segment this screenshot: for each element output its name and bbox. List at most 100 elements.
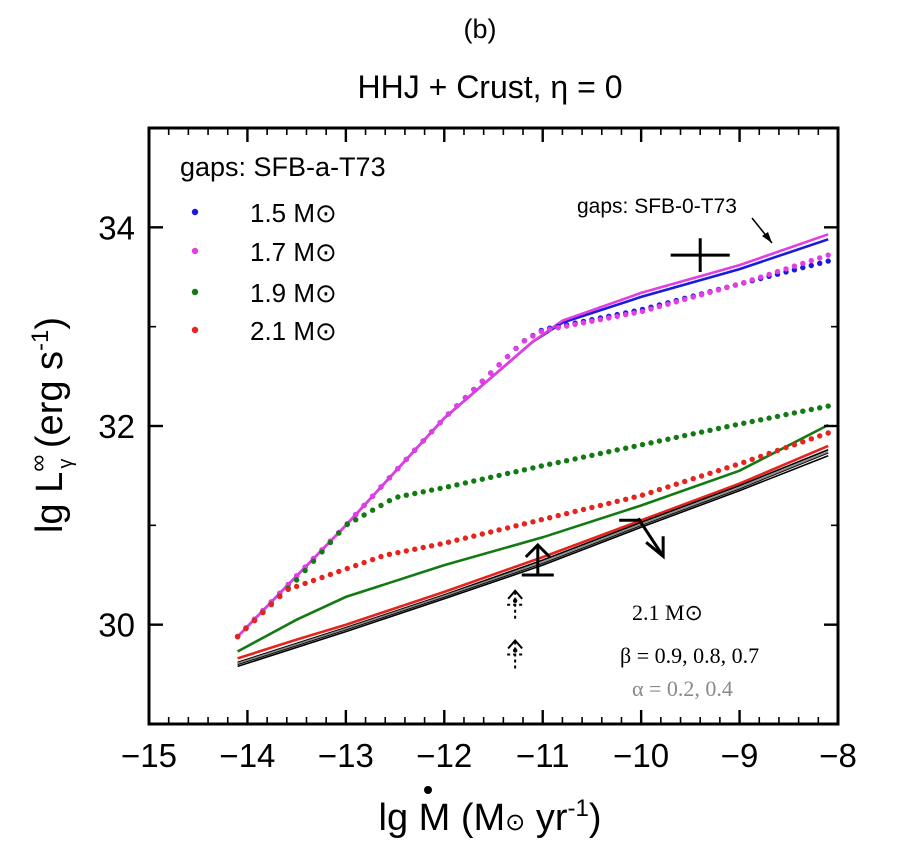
dotted-point	[749, 418, 755, 425]
dotted-point	[639, 441, 646, 448]
dotted-point	[302, 580, 308, 587]
dotted-point	[682, 296, 688, 303]
dotted-point	[479, 531, 485, 537]
annotation-arrow	[751, 217, 773, 244]
dotted-point	[395, 494, 401, 500]
dotted-point	[293, 583, 300, 590]
dotted-point	[555, 459, 561, 466]
x-axis-label: lg M (M⊙ yr-1)	[379, 786, 602, 839]
dotted-point	[783, 266, 789, 272]
dotted-point	[639, 492, 646, 498]
dotted-point	[504, 525, 511, 531]
dotted-point	[353, 511, 359, 518]
dotted-series-2	[234, 252, 831, 640]
dotted-point	[766, 450, 772, 457]
dotted-point	[412, 447, 418, 453]
dotted-point	[791, 410, 798, 416]
legend-label-4: 2.1 M⊙	[250, 316, 337, 346]
observation-layer	[507, 238, 730, 669]
dotted-point	[378, 484, 384, 490]
dotted-point	[234, 633, 241, 640]
dotted-point	[825, 403, 831, 409]
dotted-point	[724, 284, 730, 291]
dotted-point	[496, 362, 502, 368]
dotted-point	[673, 299, 679, 305]
dotted-point	[445, 411, 452, 417]
dotted-point	[538, 463, 544, 469]
dotted-point	[563, 510, 570, 517]
dotted-point	[572, 321, 578, 328]
dotted-point	[715, 467, 722, 474]
dotted-point	[538, 328, 544, 335]
dotted-point	[260, 609, 266, 616]
dotted-point	[361, 559, 367, 566]
dotted-point	[783, 444, 789, 451]
dotted-point	[454, 537, 460, 543]
dotted-point	[336, 568, 342, 575]
dotted-point	[471, 533, 477, 539]
dotted-point	[403, 548, 409, 554]
dotted-point	[758, 417, 764, 423]
dotted-point	[749, 277, 755, 283]
dotted-point	[369, 556, 376, 563]
y-tick-label: 30	[98, 607, 135, 644]
dotted-point	[614, 498, 620, 504]
dotted-point	[774, 268, 781, 275]
observation-dashed-lower-limit	[507, 638, 524, 669]
dotted-point	[555, 325, 561, 331]
dotted-point	[428, 487, 435, 493]
dotted-point	[580, 454, 587, 460]
dotted-point	[631, 443, 637, 450]
dotted-point	[606, 500, 612, 507]
dotted-point	[369, 493, 376, 499]
dotted-point	[488, 370, 494, 376]
panel-label: (b)	[464, 14, 497, 44]
dotted-point	[547, 461, 553, 467]
legend: gaps: SFB-a-T73 1.5 M⊙ 1.7 M⊙ 1.9 M⊙ 2.1…	[180, 152, 386, 346]
dotted-point	[665, 436, 671, 442]
svg-text:lg L∞γ (erg s-1): lg L∞ γ (erg s-1)	[25, 317, 77, 533]
dotted-point	[521, 338, 528, 344]
dotted-point	[310, 558, 317, 564]
dotted-point	[825, 430, 831, 436]
dotted-point	[344, 521, 350, 528]
dotted-point	[648, 440, 654, 446]
dotted-point	[353, 562, 359, 569]
x-tick-label: −15	[121, 737, 177, 774]
svg-text:lg M (M⊙ yr-1): lg M (M⊙ yr-1)	[379, 795, 602, 839]
dotted-point	[513, 523, 519, 529]
dotted-point	[530, 519, 536, 525]
dotted-point	[420, 438, 426, 444]
dotted-point	[547, 515, 553, 521]
dotted-point	[462, 480, 469, 486]
dotted-point	[412, 490, 418, 497]
dotted-point	[462, 394, 469, 401]
dotted-point	[471, 386, 477, 393]
dotted-point	[572, 456, 578, 462]
dotted-point	[673, 481, 679, 487]
dotted-point	[606, 449, 612, 455]
dotted-point	[386, 498, 393, 504]
dotted-point	[555, 512, 561, 519]
dotted-point	[302, 567, 308, 574]
annotation-box: 2.1 M⊙ β = 0.9, 0.8, 0.7 α = 0.2, 0.4	[620, 600, 759, 701]
dotted-point	[428, 543, 435, 549]
dotted-point	[319, 549, 325, 555]
dotted-point	[437, 541, 443, 547]
dotted-point	[361, 502, 367, 509]
dotted-point	[741, 459, 747, 465]
dotted-point	[445, 539, 452, 545]
dotted-point	[656, 486, 663, 493]
dotted-point	[420, 544, 426, 551]
dotted-point	[758, 274, 764, 280]
solid-series-line-5	[237, 449, 829, 664]
dotted-point	[639, 308, 646, 315]
dotted-point	[808, 406, 814, 413]
dotted-point	[412, 546, 418, 552]
dotted-point	[513, 469, 519, 475]
dotted-point	[386, 475, 393, 481]
dotted-point	[800, 439, 806, 445]
dotted-point	[665, 484, 671, 490]
dotted-point	[336, 530, 342, 536]
